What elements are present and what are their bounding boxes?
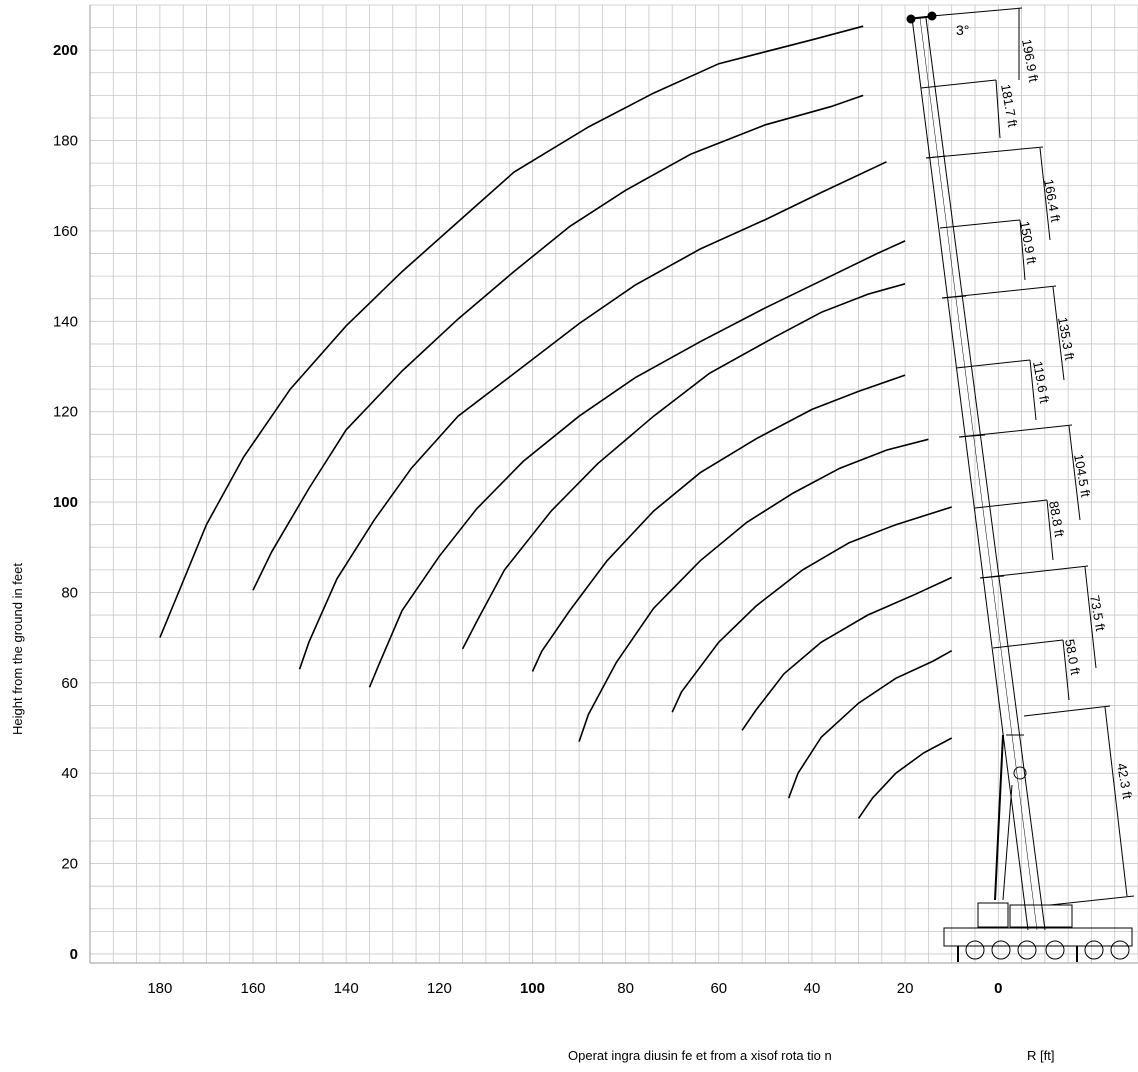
x-tick-label: 20 [897,980,914,997]
boom-length-label: 166.4 ft [1041,178,1063,224]
wheel [1084,940,1104,960]
boom-length-label: 104.5 ft [1071,453,1093,499]
dim-arrow [1068,425,1081,521]
series-line [787,650,953,799]
boom-length-label: 42.3 ft [1114,762,1135,801]
dim-leader [992,639,1064,649]
dim-arrow [995,79,1001,139]
series-line [252,94,864,591]
dim-arrow [1084,566,1097,669]
x-tick-label: 120 [427,980,452,997]
dim-leader [974,499,1048,509]
boom-length-label: 58.0 ft [1062,638,1083,677]
boom-length-label: 196.9 ft [1019,38,1041,84]
y-axis-ticks: 0 20 40 60 80 100 120 140 160 180 200 [53,42,78,963]
luffing-cylinder [994,734,1004,901]
y-tick-label: 40 [61,765,78,782]
y-tick-label: 200 [53,42,78,59]
dim-leader [920,79,997,89]
boom-length-dimensions [920,7,1135,906]
boom-angle-label: 3° [956,22,969,38]
dim-leader [925,146,1044,159]
x-tick-label: 60 [710,980,727,997]
boom-right-edge [925,17,1046,931]
wheel [1045,940,1065,960]
series-line [531,374,906,672]
crane-cab [977,902,1009,928]
crane-illustration [906,11,1133,962]
dim-leader [955,359,1031,369]
boom-left-edge [911,17,1029,931]
y-tick-label: 180 [53,133,78,150]
dim-arrow [1104,706,1128,897]
dim-arrow [1039,147,1051,241]
dim-leader [958,424,1073,438]
x-tick-label: 180 [147,980,172,997]
series-line [298,161,887,670]
boom-length-label: 119.6 ft [1030,360,1052,405]
dim-arrow [1052,286,1065,381]
y-tick-label: 60 [61,675,78,692]
series-line [578,438,929,742]
lift-height-curves [159,25,953,819]
grid-lines [89,4,1138,964]
x-axis-ticks: 180 160 140 120 100 80 60 40 20 0 [147,980,1002,997]
x-tick-label: 140 [334,980,359,997]
wheel [965,940,985,960]
wheel [991,940,1011,960]
x-tick-label: 100 [520,980,545,997]
dim-leader [941,285,1057,299]
x-tick-label: 160 [241,980,266,997]
dim-leader [939,219,1021,229]
dim-leader [1023,705,1111,717]
y-axis-title: Height from the ground in feet [10,563,25,735]
x-unit-label: R [ft] [1027,1048,1054,1063]
dim-leader [979,565,1089,579]
y-tick-label: 140 [53,313,78,330]
x-tick-label: 80 [617,980,634,997]
wheel [1017,940,1037,960]
y-tick-label: 0 [70,946,78,963]
dim-leader [931,7,1023,17]
boom-center-line [919,17,1038,931]
boom-length-label: 88.8 ft [1046,500,1067,539]
boom-tip-bar [906,15,937,20]
boom-length-label: 73.5 ft [1087,594,1108,633]
series-line [671,506,952,713]
series-line [368,240,906,688]
boom-length-label: 181.7 ft [998,83,1020,129]
dim-arrow [1029,359,1037,421]
hoist-rope [1002,784,1013,901]
series-line [159,25,864,638]
dim-arrow [1019,219,1026,281]
y-tick-label: 80 [61,584,78,601]
series-line [857,737,953,819]
y-tick-label: 120 [53,404,78,421]
boom-length-label: 135.3 ft [1055,316,1077,362]
pulley-block [1013,766,1027,780]
boom-length-label: 150.9 ft [1017,220,1039,266]
y-tick-label: 20 [61,856,78,873]
y-tick-label: 160 [53,223,78,240]
wheel [1110,940,1130,960]
dim-arrow [1046,499,1054,561]
carrier-chassis [943,927,1133,947]
series-line [461,283,906,650]
superstructure [1009,904,1073,928]
y-tick-label: 100 [53,494,78,511]
x-tick-label: 0 [994,980,1002,997]
dim-leader [1049,895,1135,906]
x-axis-title: Operat ingra diusin fe et from a xisof r… [568,1048,832,1063]
x-tick-label: 40 [804,980,821,997]
series-line [741,576,953,731]
dim-arrow [1062,639,1070,701]
